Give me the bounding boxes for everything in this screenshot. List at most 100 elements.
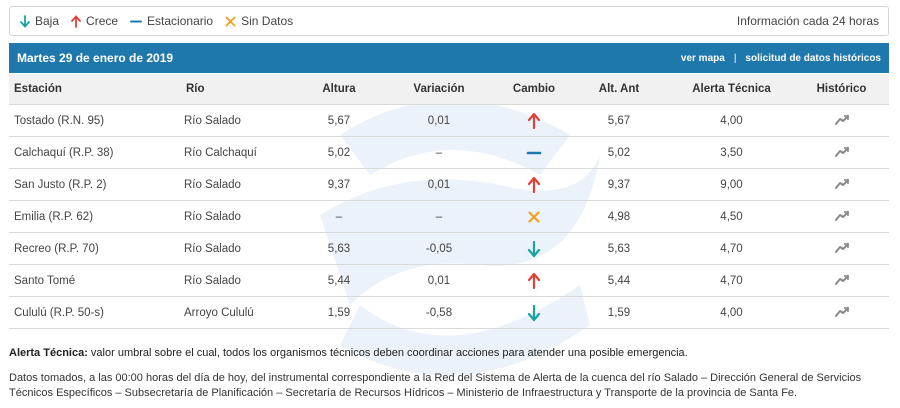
cell-estacion: Emilia (R.P. 62) <box>9 200 179 233</box>
cell-altura: 1,59 <box>299 296 379 329</box>
table-row: Santo Tomé Río Salado 5,44 0,01 5,44 4,70 <box>9 264 889 297</box>
legend-label: Crece <box>86 14 119 28</box>
cell-altura: 5,67 <box>299 104 379 137</box>
cell-historico <box>794 296 889 329</box>
history-chart-icon[interactable] <box>834 243 849 255</box>
arrow-up-icon <box>527 112 541 129</box>
cell-alerta: 4,00 <box>669 104 794 137</box>
cross-icon <box>225 15 236 28</box>
history-chart-icon[interactable] <box>834 275 849 287</box>
map-link[interactable]: ver mapa <box>680 52 725 64</box>
cell-rio: Río Salado <box>179 104 299 137</box>
cell-estacion: Cululú (R.P. 50-s) <box>9 296 179 329</box>
history-chart-icon[interactable] <box>834 147 849 159</box>
table-header-row: Estación Río Altura Variación Cambio Alt… <box>9 74 889 105</box>
legend-label: Baja <box>35 14 60 28</box>
legend-estacionario: Estacionario <box>130 14 213 28</box>
cell-cambio <box>499 168 569 201</box>
cell-alt-ant: 4,98 <box>569 200 669 233</box>
cell-alerta: 4,70 <box>669 264 794 297</box>
table-row: Cululú (R.P. 50-s) Arroyo Cululú 1,59 -0,58… <box>9 296 889 329</box>
alert-note-text: valor umbral sobre el cual, todos los or… <box>87 347 688 359</box>
history-chart-icon[interactable] <box>834 179 849 191</box>
arrow-down-icon <box>527 304 541 321</box>
dash-icon <box>526 147 542 159</box>
cell-rio: Río Salado <box>179 232 299 265</box>
cell-historico <box>794 136 889 169</box>
cell-estacion: San Justo (R.P. 2) <box>9 168 179 201</box>
update-frequency: Información cada 24 horas <box>736 14 879 28</box>
cell-cambio <box>499 104 569 137</box>
cell-variacion: – <box>379 136 499 169</box>
cell-cambio <box>499 232 569 265</box>
cross-icon <box>527 210 541 223</box>
col-header-rio: Río <box>179 74 299 105</box>
cell-variacion: 0,01 <box>379 168 499 201</box>
cell-variacion: -0,05 <box>379 232 499 265</box>
table-body: Tostado (R.N. 95) Río Salado 5,67 0,01 5,67 4… <box>9 104 889 329</box>
arrow-up-icon <box>527 272 541 289</box>
legend-sin-datos: Sin Datos <box>225 14 293 28</box>
cell-rio: Río Salado <box>179 168 299 201</box>
col-header-alerta: Alerta Técnica <box>669 74 794 105</box>
cell-alt-ant: 5,02 <box>569 136 669 169</box>
cell-alt-ant: 1,59 <box>569 296 669 329</box>
report-date: Martes 29 de enero de 2019 <box>17 51 174 65</box>
table-row: Calchaquí (R.P. 38) Río Calchaquí 5,02–5,0… <box>9 136 889 169</box>
cell-estacion: Santo Tomé <box>9 264 179 297</box>
cell-historico <box>794 104 889 137</box>
data-source-footer: Datos tomados, a las 00:00 horas del día… <box>9 372 862 399</box>
cell-alerta: 9,00 <box>669 168 794 201</box>
cell-historico <box>794 200 889 233</box>
cell-altura: – <box>299 200 379 233</box>
history-chart-icon[interactable] <box>834 307 849 319</box>
cell-cambio <box>499 200 569 233</box>
cell-altura: 9,37 <box>299 168 379 201</box>
history-chart-icon[interactable] <box>834 211 849 223</box>
cell-estacion: Calchaquí (R.P. 38) <box>9 136 179 169</box>
legend-crece: Crece <box>71 14 118 28</box>
col-header-cambio: Cambio <box>499 74 569 105</box>
cell-cambio <box>499 296 569 329</box>
legend-box: Baja Crece Estacionario Sin Datos Inform… <box>9 6 889 36</box>
cell-cambio <box>499 136 569 169</box>
cell-variacion: -0,58 <box>379 296 499 329</box>
arrow-down-icon <box>527 240 541 257</box>
cell-historico <box>794 168 889 201</box>
cell-rio: Río Salado <box>179 264 299 297</box>
cell-estacion: Tostado (R.N. 95) <box>9 104 179 137</box>
cell-rio: Río Calchaquí <box>179 136 299 169</box>
legend-label: Sin Datos <box>241 14 294 28</box>
dash-icon <box>130 15 143 28</box>
arrow-up-icon <box>527 176 541 193</box>
cell-alt-ant: 5,63 <box>569 232 669 265</box>
legend-label: Estacionario <box>147 14 214 28</box>
cell-variacion: 0,01 <box>379 264 499 297</box>
cell-variacion: 0,01 <box>379 104 499 137</box>
cell-cambio <box>499 264 569 297</box>
cell-historico <box>794 264 889 297</box>
alert-note-label: Alerta Técnica: <box>9 347 88 359</box>
cell-alt-ant: 5,67 <box>569 104 669 137</box>
cell-rio: Río Salado <box>179 200 299 233</box>
cell-alerta: 4,50 <box>669 200 794 233</box>
header-links: ver mapa | solicitud de datos históricos <box>681 53 881 64</box>
col-header-alt-ant: Alt. Ant <box>569 74 669 105</box>
history-request-link[interactable]: solicitud de datos históricos <box>745 52 881 64</box>
table-row: San Justo (R.P. 2) Río Salado 9,37 0,01 9,37… <box>9 168 889 201</box>
arrow-up-icon <box>71 14 81 28</box>
col-header-historico: Histórico <box>794 74 889 105</box>
cell-rio: Arroyo Cululú <box>179 296 299 329</box>
cell-alt-ant: 5,44 <box>569 264 669 297</box>
history-chart-icon[interactable] <box>834 115 849 127</box>
table-row: Recreo (R.P. 70) Río Salado 5,63 -0,05 5,63 4… <box>9 232 889 265</box>
arrow-down-icon <box>20 14 30 28</box>
legend-baja: Baja <box>20 14 59 28</box>
cell-alt-ant: 9,37 <box>569 168 669 201</box>
cell-altura: 5,63 <box>299 232 379 265</box>
cell-estacion: Recreo (R.P. 70) <box>9 232 179 265</box>
col-header-variacion: Variación <box>379 74 499 105</box>
col-header-estacion: Estación <box>9 74 179 105</box>
col-header-altura: Altura <box>299 74 379 105</box>
cell-historico <box>794 232 889 265</box>
